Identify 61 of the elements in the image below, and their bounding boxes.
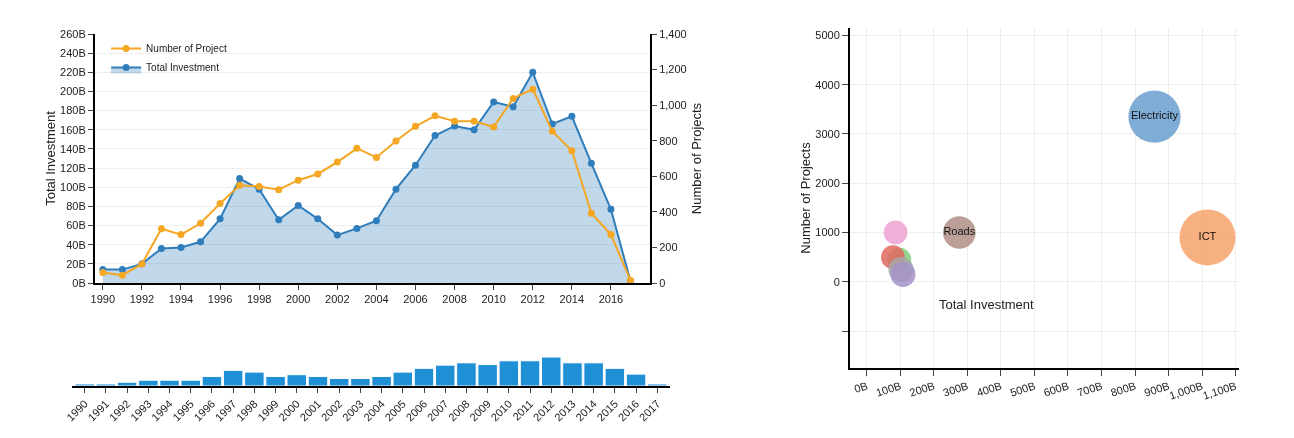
x-tick-label: 2000 (286, 293, 311, 306)
y-tick-label: 260B (60, 27, 86, 40)
y-tick-label: 40B (66, 238, 86, 251)
y2-tick-label: 800 (659, 134, 678, 147)
x-tick-label: 2014 (559, 293, 585, 306)
x-tick-label: 2006 (403, 293, 428, 306)
y2-axis-title: Number of Projects (688, 102, 704, 215)
y-tick-label: 0B (72, 276, 86, 289)
x-tick-label: 300B (941, 379, 970, 399)
x-tick-label: 2004 (364, 293, 389, 306)
x-tick-label: 2008 (442, 293, 467, 306)
x-tick-label: 1994 (168, 293, 194, 306)
x-tick-label: 100B (874, 379, 903, 399)
x-tick-label: 500B (1008, 379, 1037, 399)
x-tick-label: 900B (1142, 379, 1171, 399)
series-label: Roads (943, 225, 976, 238)
series-label: Electricity (1130, 109, 1179, 122)
y2-tick-label: 600 (659, 170, 678, 183)
y-axis-title: Total Investment (43, 110, 59, 206)
x-tick-label: 600B (1042, 379, 1071, 399)
x-tick-label: 2010 (481, 293, 506, 306)
x-tick-label: 200B (908, 379, 937, 399)
x-tick-label: 1998 (246, 293, 272, 306)
y-tick-label: 120B (60, 161, 86, 174)
y-tick-label: 200B (60, 85, 86, 98)
y-tick-label: 5000 (815, 29, 840, 42)
y-tick-label: 4000 (815, 78, 840, 91)
y-axis-title: Number of Projects (798, 141, 814, 254)
x-tick-label: 700B (1075, 379, 1104, 399)
y-tick-label: 20B (66, 257, 86, 270)
x-tick-label: 2002 (325, 293, 350, 306)
x-tick-label: 0B (852, 379, 870, 395)
y2-tick-label: 0 (659, 276, 666, 289)
y-tick-label: 180B (60, 104, 86, 117)
y2-tick-label: 1,200 (659, 63, 687, 76)
y2-tick-label: 1,400 (659, 27, 687, 40)
y-tick-label: 80B (66, 200, 86, 213)
y2-tick-label: 1,000 (659, 98, 687, 111)
x-tick-label: 2016 (598, 293, 624, 306)
x-tick-label: 1996 (207, 293, 233, 306)
y-tick-label: 160B (60, 123, 86, 136)
y-tick-label: 0 (833, 275, 840, 288)
x-tick-label: 2012 (520, 293, 545, 306)
x-tick-label: 1990 (90, 293, 116, 306)
y-tick-label: 1000 (815, 226, 840, 239)
y2-tick-label: 200 (659, 241, 678, 254)
y-tick-label: 240B (60, 47, 86, 59)
legend-label: Number of Project (146, 43, 227, 55)
x-tick-label: 400B (975, 379, 1004, 399)
x-axis-title: Total Investment (939, 297, 1035, 312)
x-tick-label: 800B (1109, 379, 1138, 399)
y2-tick-label: 400 (659, 205, 678, 218)
y-tick-label: 3000 (815, 127, 840, 140)
y-tick-label: 60B (66, 219, 86, 232)
y-tick-label: 140B (60, 142, 86, 155)
legend-label: Total Investment (146, 62, 220, 74)
series-label: ICT (1198, 230, 1217, 243)
y-tick-label: 220B (60, 66, 86, 79)
y-tick-label: 100B (60, 181, 86, 194)
x-tick-label: 1992 (129, 293, 155, 306)
y-tick-label: 2000 (815, 177, 840, 190)
